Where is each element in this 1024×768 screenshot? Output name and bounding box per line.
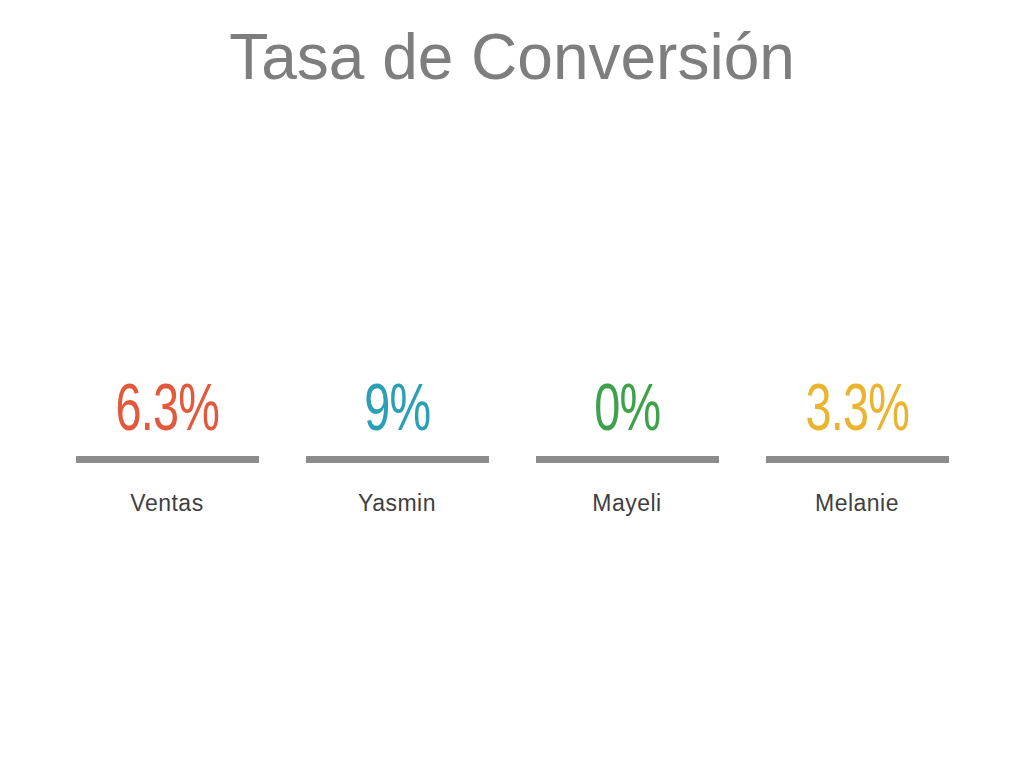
metric-value-mayeli: 0% [594,374,660,441]
metric-label-melanie: Melanie [815,491,899,516]
metric-value-yasmin: 9% [364,374,430,441]
metric-label-mayeli: Mayeli [592,491,661,516]
metric-yasmin: 9% Yasmin [282,378,512,516]
metric-value-melanie: 3.3% [805,374,909,441]
conversion-rate-widget: Tasa de Conversión 6.3% Ventas 9% Yasmin… [0,0,1024,768]
metric-value-ventas: 6.3% [115,374,219,441]
metric-divider [76,456,259,463]
metric-ventas: 6.3% Ventas [52,378,282,516]
page-title: Tasa de Conversión [0,0,1024,91]
metric-label-yasmin: Yasmin [358,491,436,516]
metric-divider [536,456,719,463]
metric-divider [306,456,489,463]
metric-divider [766,456,949,463]
metrics-row: 6.3% Ventas 9% Yasmin 0% Mayeli 3.3% Mel… [0,378,1024,516]
metric-melanie: 3.3% Melanie [742,378,972,516]
metric-mayeli: 0% Mayeli [512,378,742,516]
metric-label-ventas: Ventas [130,491,203,516]
